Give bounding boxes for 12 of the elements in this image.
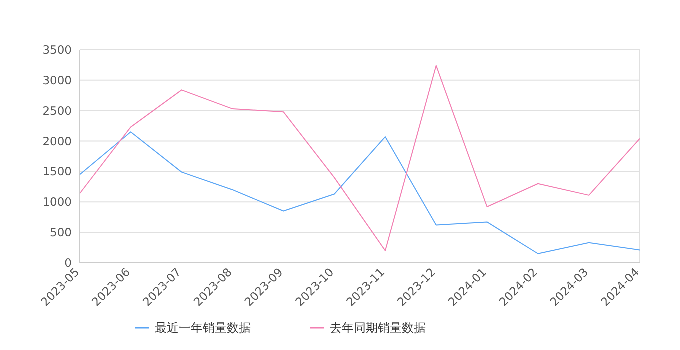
y-tick-label: 1000 — [42, 195, 72, 210]
y-tick-label: 1500 — [42, 164, 72, 179]
y-tick-label: 2000 — [42, 134, 72, 148]
line-series — [80, 132, 640, 254]
legend-label: 最近一年销量数据 — [155, 321, 251, 335]
y-tick-label: 3000 — [42, 73, 72, 88]
y-tick-label: 0 — [64, 256, 72, 270]
y-tick-label: 3500 — [42, 43, 72, 57]
line-series — [80, 65, 640, 252]
y-tick-label: 2500 — [42, 104, 72, 118]
legend-label: 去年同期销量数据 — [330, 321, 426, 335]
y-tick-label: 500 — [50, 226, 72, 240]
